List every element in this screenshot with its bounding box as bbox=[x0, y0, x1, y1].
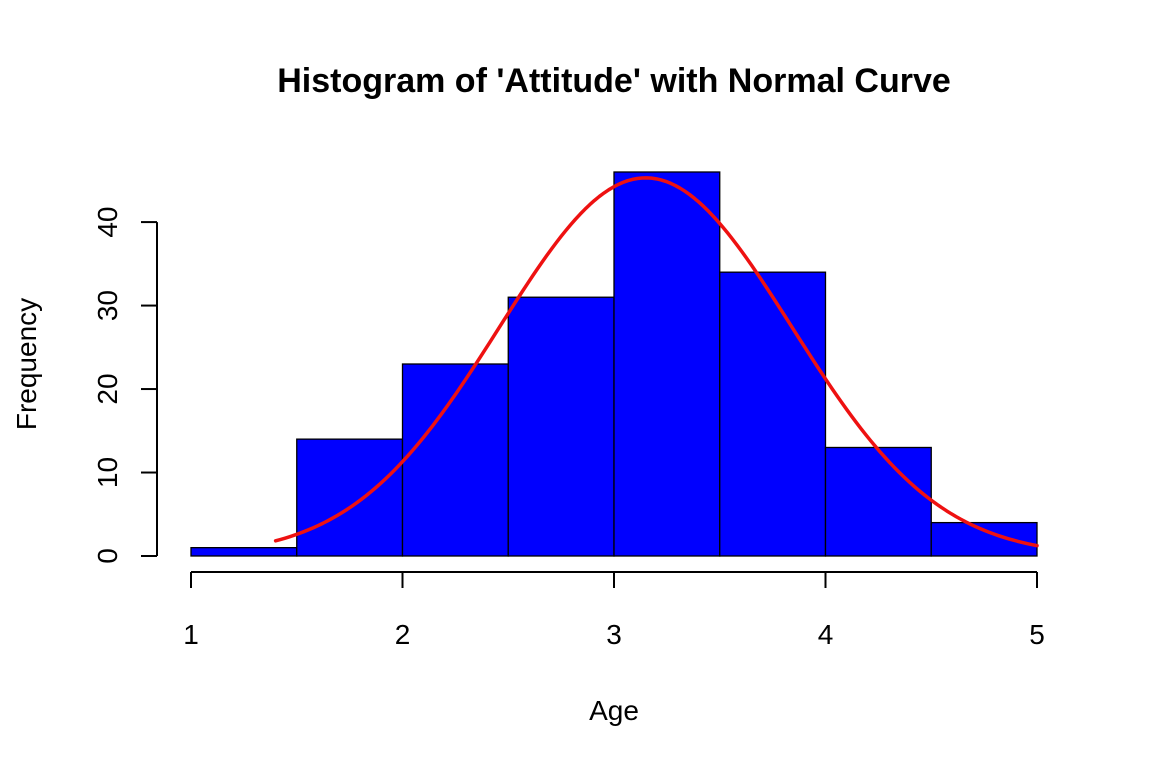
x-tick-label-2: 2 bbox=[395, 619, 411, 650]
x-tick-label-1: 1 bbox=[183, 619, 199, 650]
y-tick-label-20: 20 bbox=[92, 373, 123, 404]
histogram-bar-7 bbox=[824, 446, 932, 557]
x-axis: 1 2 3 4 5 bbox=[183, 571, 1045, 650]
y-tick-label-10: 10 bbox=[92, 457, 123, 488]
y-axis: 0 10 20 30 40 bbox=[92, 207, 158, 564]
histogram-bar-1 bbox=[190, 547, 298, 557]
histogram-bar-8 bbox=[930, 521, 1038, 557]
y-axis-label: Frequency bbox=[11, 298, 42, 430]
histogram-bar-5 bbox=[613, 171, 721, 557]
x-tick-label-3: 3 bbox=[606, 619, 622, 650]
histogram-bar-6 bbox=[719, 271, 827, 557]
histogram-bars bbox=[190, 171, 1038, 557]
normal-curve-group bbox=[273, 176, 1039, 548]
histogram-bar-4 bbox=[507, 296, 615, 557]
normal-curve-line bbox=[273, 176, 1039, 548]
histogram-bar-2 bbox=[296, 438, 404, 557]
x-tick-label-5: 5 bbox=[1029, 619, 1045, 650]
y-tick-label-40: 40 bbox=[92, 207, 123, 238]
chart-title: Histogram of 'Attitude' with Normal Curv… bbox=[277, 62, 951, 100]
x-tick-label-4: 4 bbox=[818, 619, 834, 650]
y-tick-label-0: 0 bbox=[92, 548, 123, 564]
y-tick-label-30: 30 bbox=[92, 290, 123, 321]
x-axis-label: Age bbox=[589, 695, 639, 726]
